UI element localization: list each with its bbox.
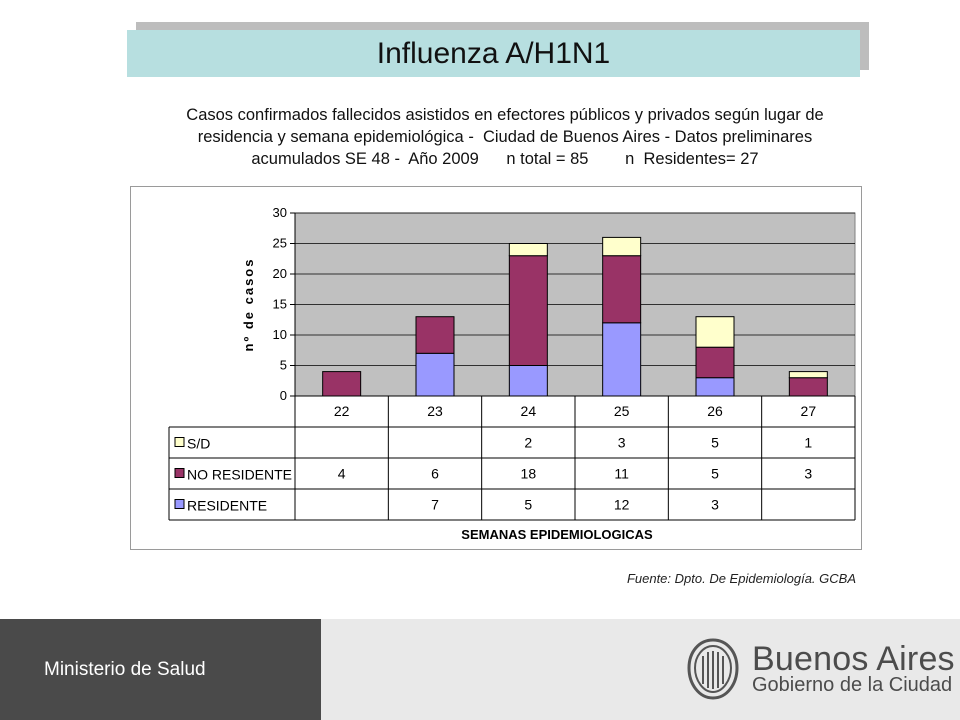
bar-segment [322, 371, 362, 397]
x-tick-label: 22 [334, 403, 350, 419]
table-cell-value: 5 [711, 435, 719, 451]
bar-segment [508, 365, 548, 397]
x-axis-label: SEMANAS EPIDEMIOLOGICAS [461, 527, 653, 542]
bar-segment [788, 371, 828, 379]
table-cell-value: 5 [524, 497, 532, 513]
x-tick-label: 23 [427, 403, 443, 419]
chart-subtitle: Casos confirmados fallecidos asistidos e… [130, 104, 880, 170]
legend-label: RESIDENTE [187, 498, 267, 514]
subtitle-line-3: acumulados SE 48 - Año 2009 n total = 85… [251, 150, 759, 168]
bar-segment [508, 243, 548, 257]
y-axis-label: nº de casos [241, 258, 256, 352]
title-banner: Influenza A/H1N1 [127, 30, 860, 77]
bar-segment [788, 377, 828, 397]
y-tick-label: 30 [273, 205, 287, 220]
table-cell-value: 11 [614, 466, 629, 482]
legend-key [174, 437, 185, 447]
table-cell-value: 4 [338, 466, 346, 482]
y-tick-label: 0 [280, 388, 287, 403]
bar-segment [695, 346, 735, 379]
table-cell-value: 18 [521, 466, 537, 482]
table-cell-value: 7 [431, 497, 439, 513]
brand-name: Buenos Aires [752, 640, 955, 678]
bar-segment [602, 322, 642, 397]
x-tick-label: 24 [521, 403, 537, 419]
bar-segment [695, 377, 735, 397]
bar-segment [415, 352, 455, 397]
footer-brand-panel [321, 619, 960, 720]
table-cell-value: 12 [614, 497, 630, 513]
x-tick-label: 26 [707, 403, 723, 419]
table-cell-value: 1 [804, 435, 812, 451]
legend-label: S/D [187, 436, 210, 452]
legend-key [174, 468, 185, 478]
ministry-label: Ministerio de Salud [44, 659, 206, 680]
y-tick-label: 25 [273, 236, 287, 251]
subtitle-line-1: Casos confirmados fallecidos asistidos e… [186, 106, 824, 124]
source-note: Fuente: Dpto. De Epidemiología. GCBA [626, 571, 856, 586]
x-tick-label: 25 [614, 403, 630, 419]
chart-frame: 0 5 10 15 20 25 30 nº de casos 22 23 24 25 26 27 S/D 2 3… [130, 186, 862, 550]
city-seal-icon [687, 638, 739, 700]
table-cell-value: 3 [804, 466, 812, 482]
legend-key [174, 499, 185, 509]
page-title: Influenza A/H1N1 [376, 36, 611, 70]
bar-segment [508, 255, 548, 366]
y-tick-label: 20 [273, 266, 287, 281]
y-tick-label: 5 [280, 358, 287, 373]
footer-ministry-panel: Ministerio de Salud [0, 619, 321, 720]
bar-segment [415, 316, 455, 354]
y-tick-label: 15 [273, 297, 287, 312]
table-cell-value: 6 [431, 466, 439, 482]
brand-subtitle: Gobierno de la Ciudad [752, 674, 953, 696]
table-cell-value: 3 [711, 497, 719, 513]
x-tick-label: 27 [801, 403, 817, 419]
table-cell-value: 5 [711, 466, 719, 482]
legend-label: NO RESIDENTE [187, 467, 292, 483]
table-cell-value: 3 [618, 435, 626, 451]
y-tick-label: 10 [273, 327, 287, 342]
bar-segment [602, 255, 642, 324]
subtitle-line-2: residencia y semana epidemiológica - Ciu… [197, 128, 813, 146]
bar-segment [602, 236, 642, 257]
bar-segment [695, 316, 735, 348]
table-cell-value: 2 [524, 435, 532, 451]
